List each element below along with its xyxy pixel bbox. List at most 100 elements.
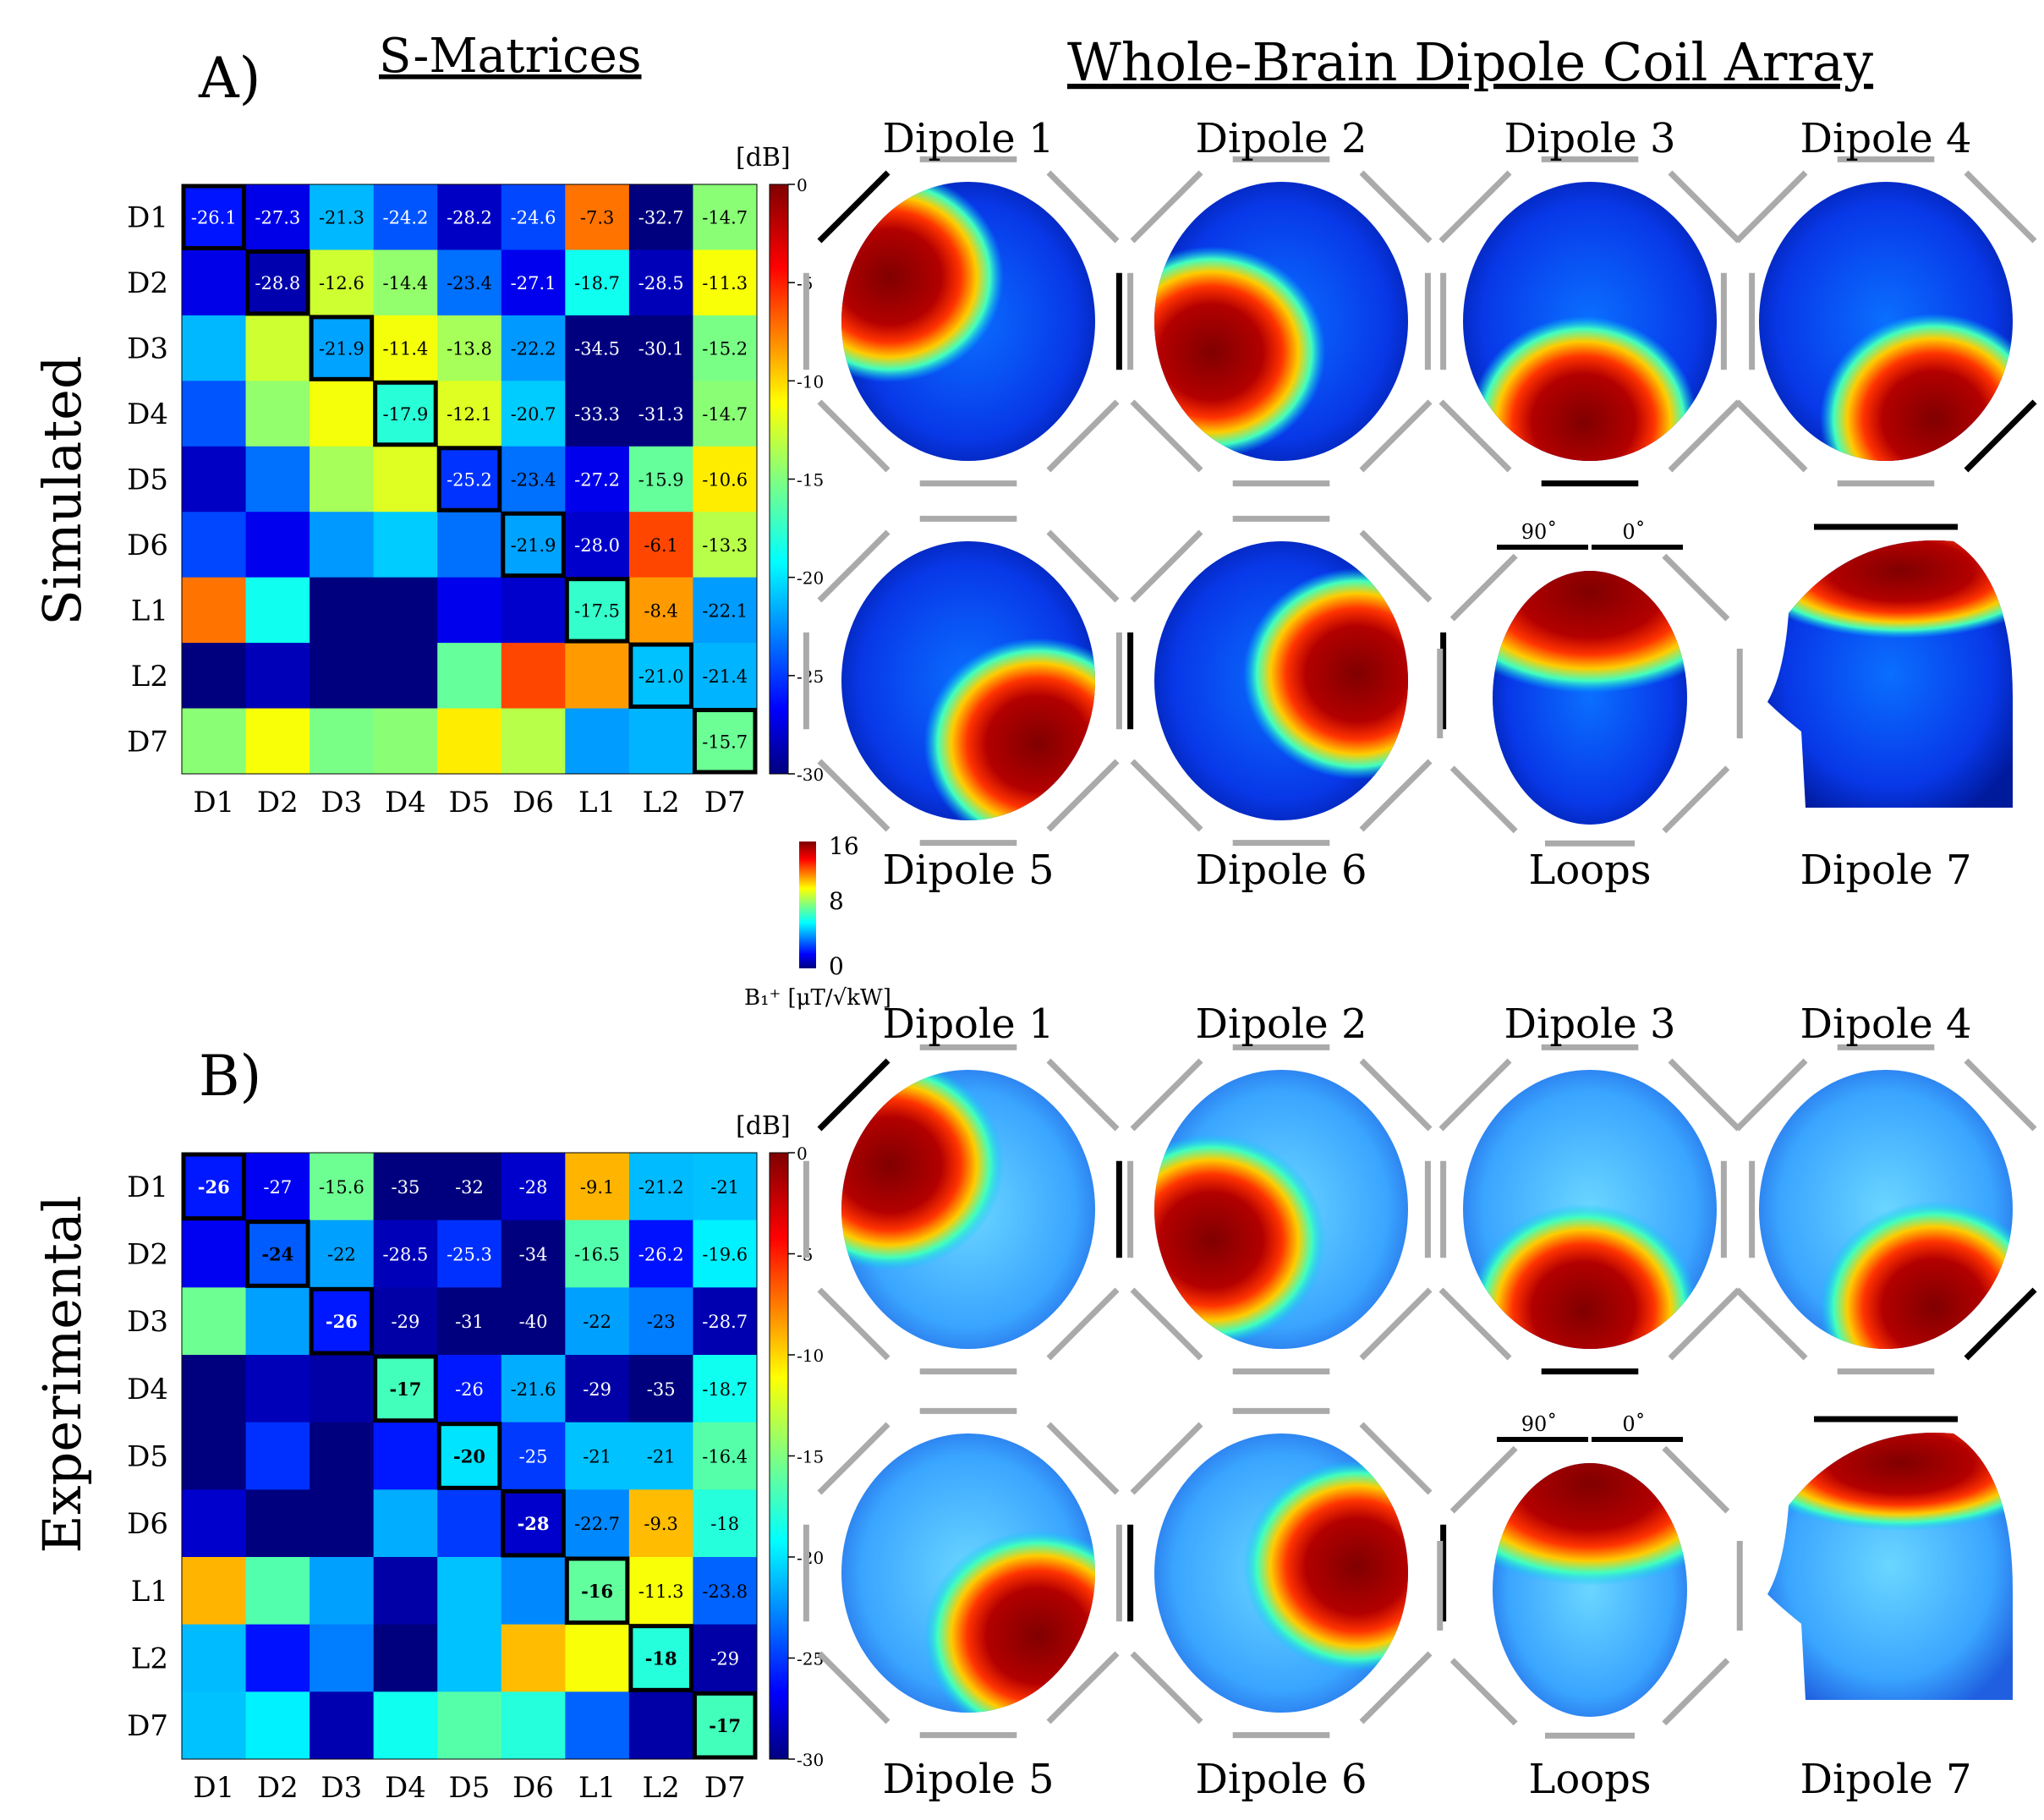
cell-value: -7.3 <box>580 208 615 228</box>
heatmap-cell <box>310 315 375 381</box>
heatmap-cell <box>628 1624 693 1692</box>
heatmap-cell <box>693 1624 758 1692</box>
row-label: D5 <box>127 463 168 497</box>
b1-hotspot <box>1493 1463 1687 1586</box>
col-label: D1 <box>193 786 234 820</box>
heatmap-cell <box>628 446 693 513</box>
hotspot-region <box>1243 1460 1408 1672</box>
heatmap-cell <box>565 184 630 250</box>
heatmap-cell <box>693 249 758 316</box>
col-label: D3 <box>321 786 362 820</box>
b1-map-simulated-5: Dipole 5 <box>803 515 1134 894</box>
coil-element-outline <box>1662 553 1730 622</box>
heatmap-cell <box>182 1287 247 1356</box>
cell-value: -6.1 <box>644 535 678 556</box>
b1-hotspot <box>1820 1201 2013 1349</box>
b1-colorbar-bar <box>799 841 816 968</box>
heatmap-cell <box>628 1220 693 1288</box>
heatmap-cell <box>693 446 758 513</box>
heatmap-cell <box>628 1422 693 1490</box>
coil-element-outline <box>1130 1287 1203 1361</box>
heatmap-cell <box>182 1220 247 1288</box>
diagonal-outline <box>309 1286 375 1356</box>
cell-value: -22.7 <box>574 1514 620 1534</box>
b1-hotspot <box>1469 315 1698 461</box>
coil-element-outline <box>1668 1058 1741 1132</box>
coil-element-outline <box>1359 170 1433 244</box>
db-units-label: [dB] <box>736 143 791 173</box>
coil-element-outline <box>1449 553 1518 622</box>
cell-value: -25 <box>519 1447 548 1467</box>
cell-value: -26.2 <box>638 1245 684 1265</box>
heatmap-cell <box>437 1624 502 1692</box>
cell-value: -9.1 <box>580 1177 615 1198</box>
col-label: L1 <box>578 1771 616 1805</box>
diagonal-outline <box>501 1488 566 1558</box>
cell-value: -15.9 <box>638 470 684 491</box>
b1-hotspot <box>1154 246 1326 458</box>
cell-value: -22 <box>327 1245 356 1265</box>
cell-value: -15.6 <box>319 1177 364 1198</box>
cell-value: -14.7 <box>702 404 748 425</box>
cell-value: -34.5 <box>574 339 620 359</box>
heatmap-cell <box>182 1557 247 1625</box>
coil-element-outline <box>1359 1058 1433 1132</box>
coil-element-outline <box>1662 1658 1730 1726</box>
cell-value: -16.4 <box>702 1447 748 1467</box>
heatmap-cell <box>565 1287 630 1356</box>
cell-value: -28.2 <box>447 208 492 228</box>
b1-map-experimental-7: 90˚ 0˚ Loops <box>1437 1412 1743 1803</box>
b1-hotspot <box>1767 540 2013 639</box>
coil-element-outline <box>1359 399 1433 473</box>
cell-value: -12.1 <box>447 404 492 425</box>
cell-value: -21.4 <box>702 666 748 687</box>
heatmap-cell <box>565 446 630 513</box>
heatmap-cell <box>501 1355 566 1423</box>
cell-value: -21 <box>647 1447 676 1467</box>
coil-element-outline <box>1449 1658 1518 1726</box>
diagonal-outline <box>309 315 375 381</box>
cell-value: -33.3 <box>574 404 620 425</box>
coil-element-outline <box>1130 399 1203 473</box>
cell-value: -17 <box>389 1379 421 1400</box>
heatmap-cell <box>693 1220 758 1288</box>
cell-value: -28.5 <box>383 1245 429 1265</box>
heatmap-cell <box>628 512 693 578</box>
heatmap-cell <box>373 1624 438 1692</box>
col-label: D3 <box>321 1771 362 1805</box>
s-matrices-title: S-Matrices <box>379 29 642 84</box>
cell-value: -25.3 <box>447 1245 492 1265</box>
heatmap-cell <box>245 708 310 775</box>
cell-value: -20 <box>453 1446 485 1467</box>
cell-value: -32 <box>455 1177 484 1198</box>
cell-value: -28.5 <box>638 273 684 293</box>
heatmap-cell <box>310 512 375 578</box>
heatmap-cell <box>501 1422 566 1490</box>
cell-value: -20.7 <box>511 404 556 425</box>
row-label: D5 <box>127 1440 168 1474</box>
heatmap-cell <box>628 1691 693 1760</box>
heatmap-cell <box>437 643 502 710</box>
diagonal-outline <box>564 577 630 644</box>
coil-element-outline <box>1734 170 1808 244</box>
db-colorbar <box>769 184 789 775</box>
heatmap-frame <box>181 184 758 775</box>
cell-value: -27 <box>263 1177 292 1198</box>
col-label: D6 <box>512 1771 554 1805</box>
cell-value: -34 <box>519 1245 548 1265</box>
heatmap-cell <box>182 1624 247 1692</box>
hotspot-region <box>1820 313 2013 461</box>
cell-value: -13.8 <box>447 339 492 359</box>
cell-value: -23.4 <box>447 273 492 293</box>
heatmap-cell <box>182 381 247 447</box>
heatmap-cell <box>437 708 502 775</box>
diagonal-outline <box>501 511 566 578</box>
b1-map-simulated-1: Dipole 1 <box>803 115 1134 487</box>
cell-value: -15.2 <box>702 339 748 359</box>
heatmap-cell <box>245 381 310 447</box>
heatmap-cell <box>182 1153 247 1221</box>
loop-angle-0: 0˚ <box>1622 520 1645 544</box>
b1-hotspot <box>923 1530 1095 1713</box>
b1-hotspot <box>841 182 1004 383</box>
row-label: L2 <box>131 1642 168 1676</box>
